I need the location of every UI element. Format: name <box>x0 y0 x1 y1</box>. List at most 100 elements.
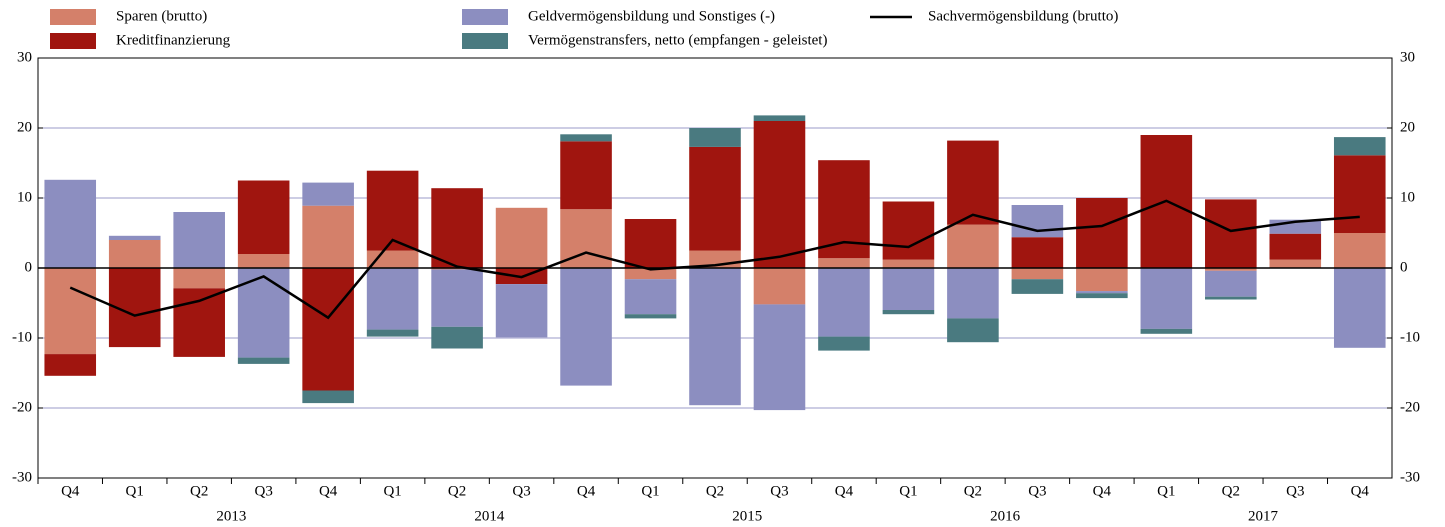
x-tick-label: Q1 <box>641 483 659 499</box>
year-label: 2017 <box>1248 508 1279 524</box>
bar-segment <box>624 279 677 315</box>
bar-segment <box>237 254 290 268</box>
bar-segment <box>495 284 548 338</box>
bar-segment <box>302 182 354 206</box>
bar-segment <box>1011 237 1064 268</box>
bar-segment <box>818 258 870 268</box>
bar-segment <box>624 268 677 280</box>
plot-frame <box>37 57 1393 479</box>
x-tick-label: Q1 <box>383 483 401 499</box>
x-tick-label: Q3 <box>512 483 530 499</box>
legend-label: Vermögenstransfers, netto (empfangen - g… <box>528 32 827 48</box>
bar-segment <box>882 268 935 310</box>
bar-segment <box>495 207 548 268</box>
bar-segment <box>560 268 612 386</box>
legend-swatch <box>50 9 96 25</box>
bar-segment <box>431 326 483 349</box>
bar-segment <box>1333 268 1386 348</box>
bar-segment <box>302 268 354 391</box>
bar-segment <box>624 314 677 319</box>
legend-label: Geldvermögensbildung und Sonstiges (-) <box>528 8 775 24</box>
bar-segment <box>882 259 935 268</box>
bar-segment <box>1011 268 1064 280</box>
y2-tick-label: 20 <box>1400 119 1415 135</box>
bar-segment <box>818 268 870 337</box>
bar-segment <box>689 268 741 406</box>
bar-segment <box>366 170 419 251</box>
bar-segment <box>947 140 999 225</box>
y2-tick-label: 0 <box>1400 259 1408 275</box>
x-tick-label: Q1 <box>899 483 917 499</box>
x-tick-label: Q4 <box>319 483 338 499</box>
bar-segment <box>431 269 483 327</box>
bar-segment <box>173 288 225 357</box>
bar-segment <box>818 336 870 351</box>
year-label: 2014 <box>474 508 505 524</box>
bar-segment <box>108 235 161 240</box>
x-tick-label: Q4 <box>835 483 854 499</box>
legend-label: Kreditfinanzierung <box>116 32 231 48</box>
year-label: 2013 <box>216 508 246 524</box>
y2-tick-label: -10 <box>1400 329 1420 345</box>
bar-segment <box>1333 155 1386 233</box>
bar-segment <box>753 115 806 121</box>
bar-segment <box>1140 328 1193 334</box>
legend-swatch <box>462 9 508 25</box>
x-tick-label: Q1 <box>126 483 144 499</box>
line-series <box>69 199 1360 320</box>
bar-segment <box>431 188 483 268</box>
bar-segment <box>947 224 999 268</box>
bar-segment <box>1011 279 1064 294</box>
x-tick-label: Q4 <box>1093 483 1112 499</box>
bar-segment <box>882 310 935 315</box>
bar-segment <box>1140 268 1193 329</box>
bar-segment <box>237 357 290 364</box>
bar-segment <box>560 134 612 142</box>
bar-segment <box>237 268 290 358</box>
bar-segment <box>882 201 935 260</box>
bar-segment <box>689 128 741 147</box>
bar-segment <box>366 329 419 337</box>
y-tick-label: -10 <box>12 329 32 345</box>
bar-segment <box>1205 296 1257 300</box>
bar-segment <box>624 219 677 268</box>
bar-segment <box>1011 205 1064 238</box>
bar-segment <box>237 180 290 254</box>
bar-segment <box>44 179 97 268</box>
bar-segment <box>560 141 612 210</box>
y-tick-label: 0 <box>25 259 33 275</box>
y-tick-label: 30 <box>17 49 32 65</box>
bar-segment <box>302 390 354 404</box>
x-tick-label: Q4 <box>1351 483 1370 499</box>
legend-label: Sachvermögensbildung (brutto) <box>928 8 1118 24</box>
bar-segment <box>1205 199 1257 268</box>
x-tick-label: Q4 <box>577 483 596 499</box>
bar-segment <box>44 268 97 355</box>
y2-tick-label: 30 <box>1400 49 1415 65</box>
bar-segment <box>173 212 225 268</box>
bar-segment <box>1076 268 1128 292</box>
x-tick-label: Q3 <box>254 483 272 499</box>
bar-segment <box>947 268 999 319</box>
year-label: 2016 <box>990 508 1021 524</box>
bar-segment <box>1205 268 1257 271</box>
bar-segment <box>1269 233 1322 260</box>
y-tick-label: 20 <box>17 119 32 135</box>
year-label: 2015 <box>732 508 762 524</box>
y2-tick-label: 10 <box>1400 189 1415 205</box>
bar-segment <box>1269 259 1322 268</box>
bar-segment <box>108 240 161 268</box>
y2-tick-label: -30 <box>1400 469 1420 485</box>
x-tick-label: Q3 <box>1286 483 1304 499</box>
bar-segment <box>947 318 999 343</box>
bar-segment <box>1076 291 1128 294</box>
y-tick-label: 10 <box>17 189 32 205</box>
bar-segment <box>366 250 419 268</box>
y-tick-label: -30 <box>12 469 32 485</box>
x-tick-label: Q3 <box>1028 483 1046 499</box>
bar-segment <box>1333 233 1386 268</box>
bar-segment <box>173 268 225 289</box>
bar-segment <box>44 354 97 376</box>
y-tick-label: -20 <box>12 399 32 415</box>
x-tick-label: Q2 <box>448 483 466 499</box>
